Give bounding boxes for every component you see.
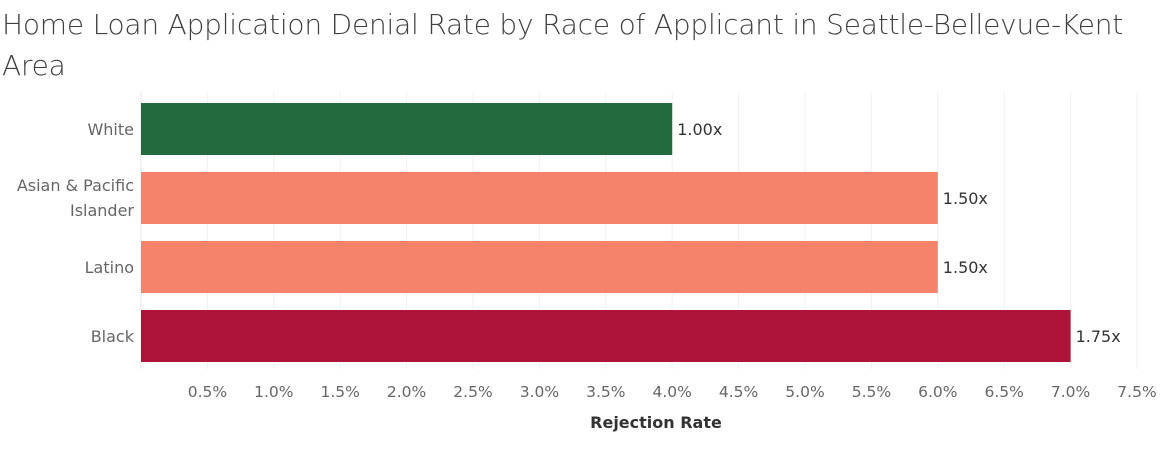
x-tick-label: 4.5% [719, 383, 758, 401]
x-tick-label: 6.5% [985, 383, 1024, 401]
category-label: White [87, 120, 134, 139]
category-label: Asian & Pacific Islander [17, 176, 135, 220]
bar [141, 241, 938, 293]
category-labels: White Asian & Pacific Islander Latino Black [17, 120, 135, 346]
bar-data-label: 1.50x [943, 189, 988, 208]
x-tick-label: 5.0% [785, 383, 824, 401]
x-tick-label: 0.5% [188, 383, 227, 401]
x-axis-title: Rejection Rate [590, 413, 722, 432]
chart-title: Home Loan Application Denial Rate by Rac… [2, 8, 1124, 82]
x-tick-label: 6.0% [918, 383, 957, 401]
bar-data-label: 1.75x [1076, 327, 1121, 346]
x-tick-label: 7.5% [1117, 383, 1156, 401]
x-tick-label: 3.0% [520, 383, 559, 401]
x-axis-ticks: 0.5% 1.0% 1.5% 2.0% 2.5% 3.0% 3.5% 4.0% 4.5% 5.0%… [188, 383, 1157, 401]
x-tick-label: 4.0% [653, 383, 692, 401]
data-labels: 1.00x 1.50x 1.50x 1.75x [677, 120, 1120, 346]
bar-data-label: 1.50x [943, 258, 988, 277]
bar [141, 172, 938, 224]
bar-data-label: 1.00x [677, 120, 722, 139]
x-tick-label: 5.5% [852, 383, 891, 401]
x-tick-label: 1.0% [254, 383, 293, 401]
x-tick-label: 1.5% [321, 383, 360, 401]
bars [141, 103, 1071, 362]
x-tick-label: 3.5% [586, 383, 625, 401]
bar [141, 103, 673, 155]
x-tick-label: 7.0% [1051, 383, 1090, 401]
x-tick-label: 2.0% [387, 383, 426, 401]
x-tick-label: 2.5% [453, 383, 492, 401]
category-label: Latino [85, 258, 134, 277]
category-label: Black [91, 327, 135, 346]
bar [141, 310, 1071, 362]
